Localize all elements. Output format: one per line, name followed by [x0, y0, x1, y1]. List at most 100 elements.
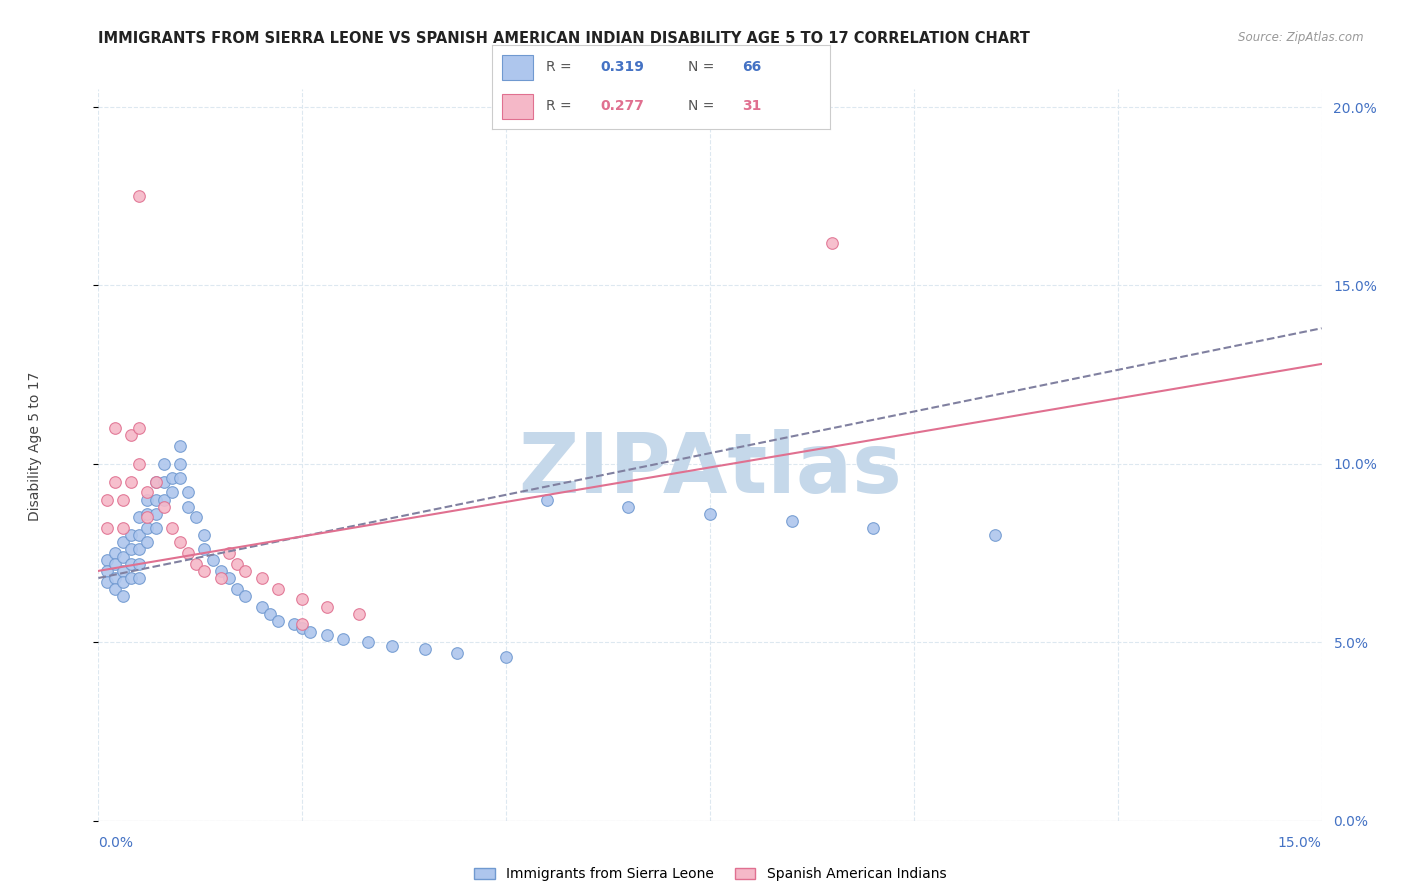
Text: N =: N = — [688, 61, 718, 74]
Point — [104, 421, 127, 435]
Point — [267, 614, 290, 628]
Text: Source: ZipAtlas.com: Source: ZipAtlas.com — [1239, 31, 1364, 45]
Point — [104, 557, 127, 571]
Point — [128, 542, 150, 557]
Point — [193, 528, 215, 542]
Point — [291, 621, 314, 635]
Point — [145, 475, 167, 489]
Point — [177, 485, 200, 500]
Point — [233, 589, 256, 603]
Text: 31: 31 — [742, 100, 761, 113]
Point — [120, 557, 142, 571]
Point — [218, 546, 240, 560]
Point — [145, 492, 167, 507]
Text: R =: R = — [546, 61, 576, 74]
Point — [193, 564, 215, 578]
Point — [136, 521, 159, 535]
Point — [145, 475, 167, 489]
Point — [111, 535, 134, 549]
Text: 15.0%: 15.0% — [1278, 836, 1322, 850]
Point — [226, 582, 249, 596]
Point — [267, 582, 290, 596]
Point — [104, 475, 127, 489]
Point — [413, 642, 436, 657]
Point — [160, 471, 183, 485]
Point — [169, 457, 191, 471]
Point — [332, 632, 354, 646]
Point — [128, 189, 150, 203]
Point — [96, 564, 118, 578]
Point — [120, 571, 142, 585]
Point — [111, 549, 134, 564]
Point — [209, 564, 232, 578]
Point — [145, 507, 167, 521]
Point — [136, 535, 159, 549]
Point — [111, 492, 134, 507]
Point — [349, 607, 371, 621]
Point — [136, 485, 159, 500]
Point — [128, 528, 150, 542]
Point — [128, 510, 150, 524]
Point — [169, 439, 191, 453]
Point — [250, 571, 273, 585]
Point — [259, 607, 281, 621]
Point — [120, 542, 142, 557]
Point — [152, 457, 174, 471]
Point — [104, 571, 127, 585]
Point — [96, 574, 118, 589]
Point — [291, 592, 314, 607]
Point — [209, 571, 232, 585]
Point — [111, 589, 134, 603]
Point — [177, 546, 200, 560]
Point — [120, 528, 142, 542]
Point — [120, 475, 142, 489]
Point — [780, 514, 803, 528]
Point — [193, 542, 215, 557]
Text: IMMIGRANTS FROM SIERRA LEONE VS SPANISH AMERICAN INDIAN DISABILITY AGE 5 TO 17 C: IMMIGRANTS FROM SIERRA LEONE VS SPANISH … — [98, 31, 1031, 46]
Point — [218, 571, 240, 585]
Point — [186, 510, 208, 524]
Text: 0.277: 0.277 — [600, 100, 644, 113]
Point — [862, 521, 884, 535]
Point — [315, 628, 337, 642]
Point — [104, 582, 127, 596]
Point — [152, 492, 174, 507]
Point — [145, 521, 167, 535]
Point — [136, 510, 159, 524]
Point — [96, 492, 118, 507]
Point — [226, 557, 249, 571]
Point — [495, 649, 517, 664]
Point — [120, 428, 142, 442]
Text: R =: R = — [546, 100, 576, 113]
Point — [128, 421, 150, 435]
Point — [169, 535, 191, 549]
Point — [356, 635, 378, 649]
Point — [111, 521, 134, 535]
Text: Disability Age 5 to 17: Disability Age 5 to 17 — [28, 371, 42, 521]
Point — [111, 564, 134, 578]
Point — [111, 574, 134, 589]
Point — [152, 475, 174, 489]
Point — [96, 521, 118, 535]
Point — [152, 500, 174, 514]
Point — [299, 624, 322, 639]
Point — [250, 599, 273, 614]
Point — [984, 528, 1007, 542]
Point — [160, 521, 183, 535]
Point — [128, 557, 150, 571]
Bar — [502, 94, 533, 120]
Point — [104, 546, 127, 560]
Point — [291, 617, 314, 632]
Text: 0.319: 0.319 — [600, 61, 644, 74]
Bar — [502, 54, 533, 80]
Point — [169, 471, 191, 485]
Point — [128, 457, 150, 471]
Point — [617, 500, 640, 514]
Point — [283, 617, 305, 632]
Point — [186, 557, 208, 571]
Point — [160, 485, 183, 500]
Point — [381, 639, 404, 653]
Point — [699, 507, 721, 521]
Point — [177, 500, 200, 514]
Point — [136, 492, 159, 507]
